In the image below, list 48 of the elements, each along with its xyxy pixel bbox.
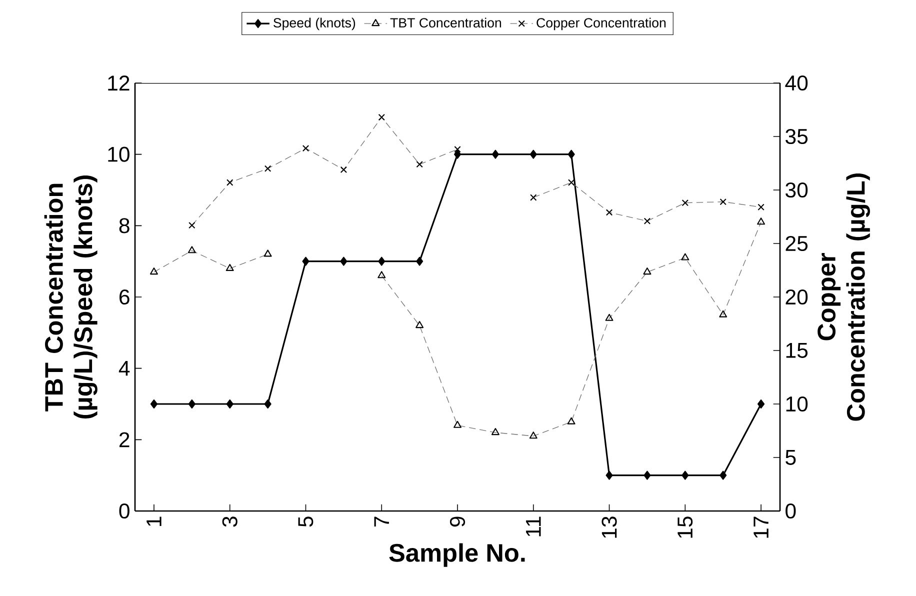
y2-axis-title: Copper Concentration (µg/L): [818, 173, 870, 421]
point: [264, 399, 272, 409]
point: [720, 470, 727, 480]
y2-tick-label: 0: [786, 503, 796, 519]
legend-label: Speed (knots): [274, 18, 356, 30]
point: [378, 256, 386, 266]
point: [606, 470, 613, 480]
y2-tick-label: 30: [786, 182, 808, 198]
x-tick-label: 15: [678, 516, 693, 538]
point: [226, 399, 234, 409]
y2-tick-label: 40: [785, 75, 808, 91]
y-tick-label: 2: [119, 432, 130, 448]
y-tick-label: 4: [118, 360, 130, 376]
y-tick-label: 6: [120, 289, 130, 305]
y2-tick-label: 25: [786, 236, 808, 252]
x-tick-label: 5: [298, 516, 314, 527]
y2-tick-label: 5: [786, 450, 796, 465]
y-tick-label: 10: [108, 146, 130, 162]
legend-label: Copper Concentration: [536, 18, 666, 30]
x-axis-title: Sample No.: [389, 543, 525, 567]
point: [188, 399, 196, 409]
y-axis-title: TBT Concentration (µg/L)/Speed (knots): [44, 176, 98, 418]
y-tick-label: 12: [108, 76, 130, 90]
x-tick-label: 9: [450, 516, 466, 527]
y2-tick-label: 35: [786, 128, 808, 144]
x-tick-label: 11: [526, 516, 541, 536]
y-tick-label: 0: [119, 503, 130, 519]
x-tick-label: 7: [374, 516, 389, 526]
point: [454, 150, 462, 159]
point: [568, 150, 575, 159]
point: [150, 399, 158, 409]
y2-tick-label: 15: [786, 343, 808, 358]
point: [416, 256, 424, 266]
y2-tick-label: 20: [786, 289, 808, 305]
point: [340, 256, 348, 266]
point: [492, 150, 499, 159]
x-tick-label: 1: [146, 516, 162, 526]
legend-label: TBT Concentration: [390, 18, 502, 28]
x-tick-label: 13: [602, 516, 617, 538]
point: [758, 399, 765, 409]
x-tick-label: 17: [754, 516, 768, 538]
y-tick-label: 8: [119, 218, 130, 234]
y2-tick-label: 10: [786, 396, 808, 412]
point: [644, 470, 651, 480]
point: [682, 470, 689, 480]
point: [530, 150, 537, 159]
point: [302, 256, 310, 266]
x-tick-label: 3: [222, 516, 238, 527]
